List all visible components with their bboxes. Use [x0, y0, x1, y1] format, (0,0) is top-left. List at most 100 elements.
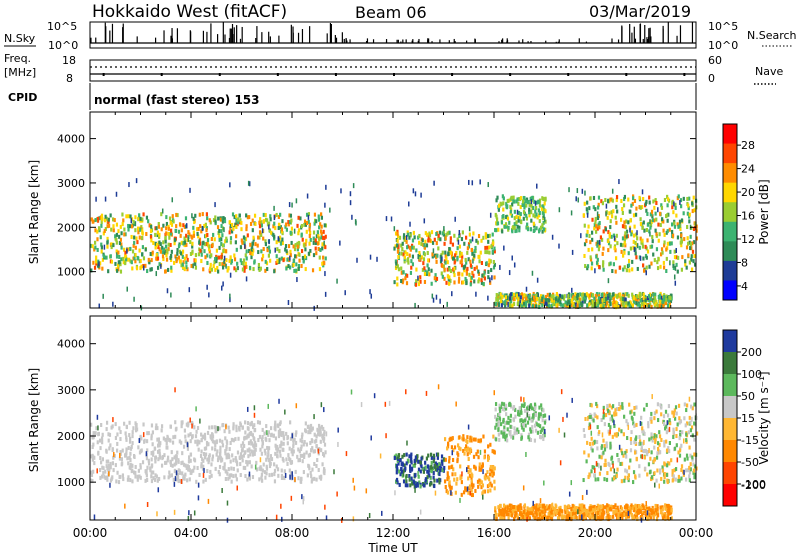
- echo-cell: [678, 453, 682, 458]
- echo-cell: [393, 226, 396, 232]
- echo-cell: [665, 430, 668, 435]
- echo-cell: [224, 477, 227, 482]
- echo-cell: [111, 475, 114, 480]
- echo-cell: [283, 476, 286, 481]
- echo-cell: [182, 241, 185, 246]
- echo-cell: [304, 256, 308, 261]
- echo-cell: [215, 429, 218, 434]
- echo-cell: [401, 280, 404, 285]
- echo-cell: [149, 235, 153, 240]
- echo-cell: [165, 226, 168, 231]
- echo-cell: [634, 439, 637, 444]
- echo-cell: [261, 427, 264, 432]
- echo-cell: [257, 250, 260, 255]
- echo-cell: [623, 197, 626, 202]
- echo-cell: [148, 260, 151, 265]
- echo-cell: [142, 212, 145, 217]
- echo-cell: [318, 225, 321, 230]
- echo-cell: [470, 479, 473, 484]
- echo-cell: [598, 225, 601, 230]
- echo-cell: [150, 470, 153, 475]
- echo-cell: [583, 201, 586, 206]
- echo-cell: [124, 232, 127, 237]
- freq-dot: [451, 73, 454, 76]
- echo-cell: [534, 214, 537, 219]
- echo-cell: [607, 241, 611, 246]
- echo-cell: [614, 293, 617, 298]
- echo-cell: [227, 455, 230, 460]
- echo-cell: [145, 215, 149, 220]
- echo-cell: [604, 462, 607, 467]
- echo-cell: [607, 294, 610, 299]
- echo-cell: [401, 473, 404, 478]
- echo-cell: [321, 436, 325, 441]
- echo-cell: [687, 430, 691, 435]
- echo-cell: [491, 275, 493, 281]
- echo-cell: [297, 447, 300, 452]
- echo-cell: [133, 240, 136, 245]
- echo-cell: [591, 217, 594, 222]
- echo-cell: [624, 515, 628, 520]
- echo-cell: [691, 241, 694, 246]
- echo-cell: [686, 403, 689, 408]
- echo-cell: [465, 281, 468, 286]
- echo-cell: [282, 441, 285, 446]
- echo-cell: [300, 434, 304, 439]
- echo-cell: [458, 229, 461, 235]
- echo-cell: [640, 415, 643, 420]
- echo-cell: [431, 240, 435, 245]
- echo-cell: [509, 209, 512, 214]
- echo-cell: [321, 235, 325, 240]
- echo-cell: [229, 459, 232, 464]
- echo-cell: [157, 245, 160, 250]
- echo-cell: [670, 293, 673, 298]
- echo-cell: [636, 302, 639, 307]
- echo-cell: [99, 261, 102, 266]
- echo-cell: [369, 254, 372, 260]
- echo-cell: [530, 418, 533, 423]
- echo-cell: [195, 429, 198, 434]
- echo-cell: [294, 243, 297, 248]
- echo-cell: [143, 438, 146, 443]
- echo-cell: [277, 236, 280, 242]
- echo-cell: [182, 444, 186, 449]
- echo-cell: [311, 467, 314, 472]
- echo-cell: [618, 179, 620, 185]
- echo-cell: [502, 201, 505, 206]
- echo-cell: [149, 466, 152, 471]
- echo-cell: [324, 245, 327, 250]
- echo-cell: [636, 230, 638, 236]
- echo-cell: [466, 266, 469, 271]
- echo-cell: [679, 433, 682, 438]
- echo-cell: [622, 267, 625, 272]
- echo-cell: [150, 474, 153, 479]
- echo-cell: [274, 226, 277, 231]
- echo-cell: [573, 512, 577, 517]
- echo-cell: [297, 266, 300, 271]
- echo-cell: [181, 451, 184, 456]
- echo-cell: [602, 405, 605, 410]
- echo-cell: [167, 475, 170, 480]
- echo-cell: [177, 255, 181, 260]
- echo-cell: [624, 468, 627, 473]
- echo-cell: [636, 509, 639, 514]
- echo-cell: [635, 206, 638, 211]
- echo-cell: [453, 477, 456, 482]
- echo-cell: [611, 434, 614, 439]
- echo-cell: [183, 476, 186, 481]
- echo-cell: [252, 235, 255, 240]
- echo-cell: [645, 199, 648, 204]
- echo-cell: [632, 196, 635, 201]
- echo-cell: [247, 433, 250, 438]
- echo-cell: [90, 268, 93, 273]
- echo-cell: [397, 455, 400, 460]
- echo-cell: [663, 243, 666, 248]
- echo-cell: [267, 452, 270, 457]
- echo-cell: [677, 194, 680, 199]
- freq-panel: Freq. [MHz] 18 8 60 0 Nave: [4, 52, 783, 85]
- echo-cell: [509, 432, 512, 437]
- echo-cell: [100, 422, 103, 427]
- echo-cell: [315, 463, 318, 468]
- echo-cell: [186, 423, 190, 428]
